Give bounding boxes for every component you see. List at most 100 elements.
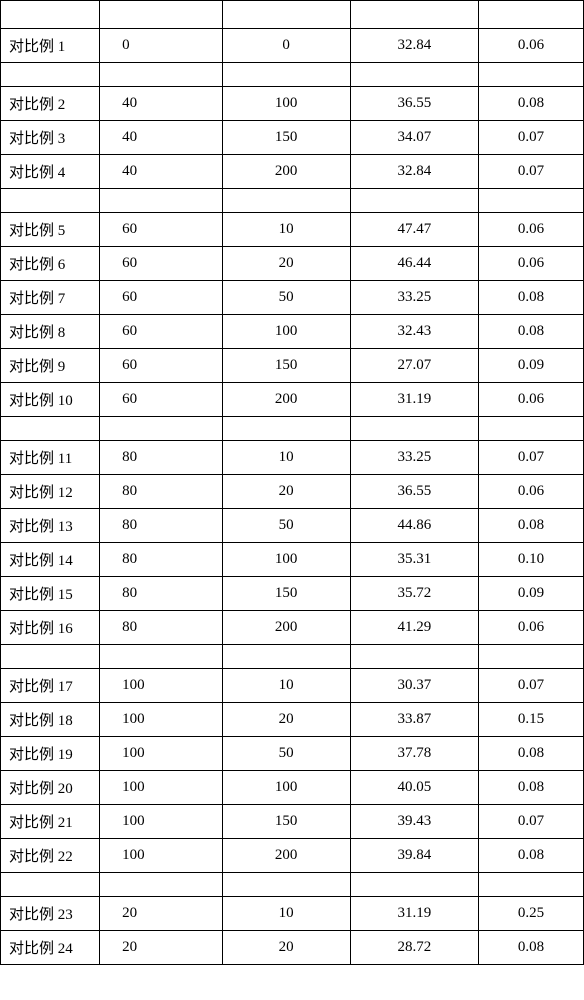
cell-b: 100 (222, 771, 350, 805)
table-row: 对比例 23201031.190.25 (1, 897, 584, 931)
table-row: 对比例 11801033.250.07 (1, 441, 584, 475)
empty-cell (350, 417, 478, 441)
row-label: 对比例 11 (1, 441, 100, 475)
row-label: 对比例 24 (1, 931, 100, 965)
cell-a: 60 (100, 315, 222, 349)
cell-c: 31.19 (350, 897, 478, 931)
table-row: 对比例 2010010040.050.08 (1, 771, 584, 805)
empty-cell (479, 873, 584, 897)
cell-a: 0 (100, 29, 222, 63)
cell-d: 0.15 (479, 703, 584, 737)
cell-c: 33.25 (350, 441, 478, 475)
cell-c: 28.72 (350, 931, 478, 965)
empty-cell (350, 873, 478, 897)
empty-cell (222, 645, 350, 669)
table-row: 对比例 158015035.720.09 (1, 577, 584, 611)
row-label: 对比例 20 (1, 771, 100, 805)
table-row: 对比例 106020031.190.06 (1, 383, 584, 417)
cell-d: 0.08 (479, 839, 584, 873)
cell-c: 27.07 (350, 349, 478, 383)
cell-c: 41.29 (350, 611, 478, 645)
cell-a: 60 (100, 349, 222, 383)
row-label: 对比例 23 (1, 897, 100, 931)
row-label: 对比例 2 (1, 87, 100, 121)
empty-cell (1, 1, 100, 29)
cell-b: 100 (222, 543, 350, 577)
table-row: 对比例 96015027.070.09 (1, 349, 584, 383)
cell-d: 0.25 (479, 897, 584, 931)
cell-b: 200 (222, 611, 350, 645)
cell-a: 80 (100, 441, 222, 475)
cell-c: 32.84 (350, 155, 478, 189)
row-label: 对比例 12 (1, 475, 100, 509)
empty-cell (222, 873, 350, 897)
spacer-row (1, 63, 584, 87)
empty-cell (479, 1, 584, 29)
cell-c: 32.84 (350, 29, 478, 63)
cell-c: 31.19 (350, 383, 478, 417)
table-row: 对比例 44020032.840.07 (1, 155, 584, 189)
cell-d: 0.09 (479, 349, 584, 383)
cell-c: 32.43 (350, 315, 478, 349)
header-row (1, 1, 584, 29)
table-row: 对比例 148010035.310.10 (1, 543, 584, 577)
row-label: 对比例 10 (1, 383, 100, 417)
empty-cell (350, 189, 478, 213)
cell-d: 0.08 (479, 315, 584, 349)
empty-cell (100, 645, 222, 669)
cell-b: 150 (222, 349, 350, 383)
row-label: 对比例 18 (1, 703, 100, 737)
table-row: 对比例 6602046.440.06 (1, 247, 584, 281)
cell-c: 37.78 (350, 737, 478, 771)
cell-b: 20 (222, 475, 350, 509)
cell-d: 0.07 (479, 805, 584, 839)
empty-cell (350, 63, 478, 87)
cell-a: 60 (100, 213, 222, 247)
cell-b: 150 (222, 805, 350, 839)
cell-d: 0.06 (479, 213, 584, 247)
row-label: 对比例 19 (1, 737, 100, 771)
empty-cell (1, 645, 100, 669)
cell-b: 200 (222, 383, 350, 417)
cell-c: 35.72 (350, 577, 478, 611)
row-label: 对比例 22 (1, 839, 100, 873)
cell-d: 0.07 (479, 121, 584, 155)
empty-cell (479, 645, 584, 669)
empty-cell (350, 1, 478, 29)
empty-cell (100, 873, 222, 897)
empty-cell (222, 1, 350, 29)
cell-d: 0.08 (479, 931, 584, 965)
table-row: 对比例 86010032.430.08 (1, 315, 584, 349)
spacer-row (1, 189, 584, 213)
empty-cell (1, 417, 100, 441)
cell-a: 20 (100, 931, 222, 965)
cell-a: 100 (100, 771, 222, 805)
cell-d: 0.08 (479, 509, 584, 543)
cell-b: 10 (222, 213, 350, 247)
cell-d: 0.07 (479, 441, 584, 475)
table-row: 对比例 24202028.720.08 (1, 931, 584, 965)
row-label: 对比例 7 (1, 281, 100, 315)
cell-a: 40 (100, 155, 222, 189)
cell-d: 0.07 (479, 155, 584, 189)
cell-b: 10 (222, 669, 350, 703)
row-label: 对比例 6 (1, 247, 100, 281)
empty-cell (1, 63, 100, 87)
cell-a: 100 (100, 839, 222, 873)
cell-b: 20 (222, 703, 350, 737)
row-label: 对比例 17 (1, 669, 100, 703)
cell-c: 33.87 (350, 703, 478, 737)
cell-c: 46.44 (350, 247, 478, 281)
cell-b: 10 (222, 897, 350, 931)
cell-c: 40.05 (350, 771, 478, 805)
row-label: 对比例 21 (1, 805, 100, 839)
cell-d: 0.07 (479, 669, 584, 703)
data-table: 对比例 10032.840.06对比例 24010036.550.08对比例 3… (0, 0, 584, 965)
cell-d: 0.06 (479, 611, 584, 645)
cell-c: 30.37 (350, 669, 478, 703)
cell-b: 100 (222, 87, 350, 121)
cell-a: 80 (100, 611, 222, 645)
cell-a: 60 (100, 383, 222, 417)
cell-b: 50 (222, 281, 350, 315)
empty-cell (1, 189, 100, 213)
